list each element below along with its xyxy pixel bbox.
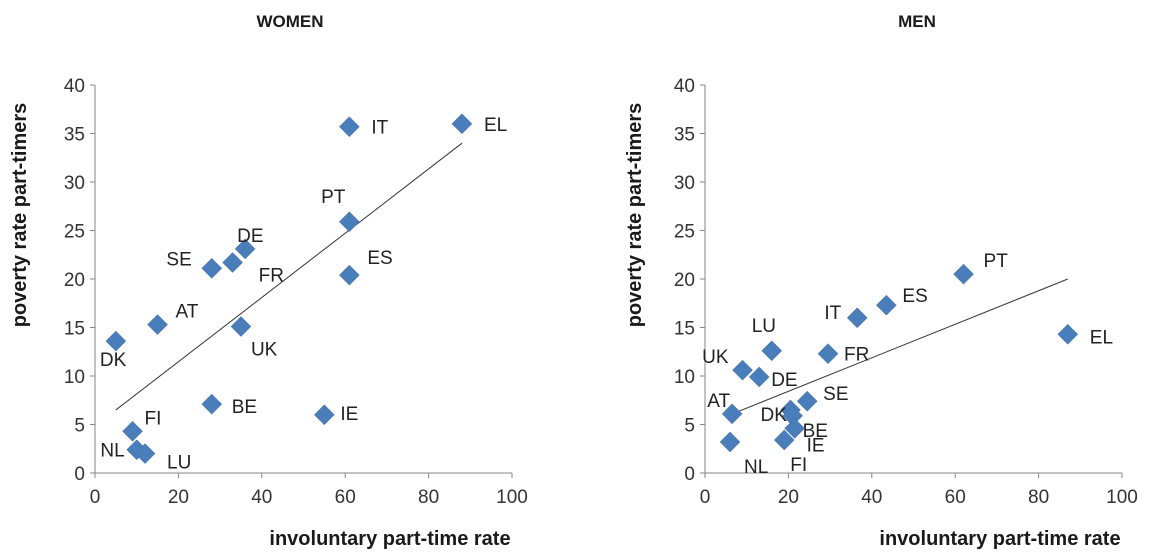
data-point-nl [719, 431, 741, 453]
point-label-be: BE [803, 421, 828, 442]
data-point-it [846, 307, 868, 329]
point-label-de: DE [237, 226, 263, 247]
data-point-uk [732, 359, 753, 381]
panel-title: MEN [898, 12, 936, 31]
y-tick-label: 20 [64, 270, 85, 291]
point-label-dk: DK [100, 350, 127, 371]
data-point-at [147, 314, 168, 335]
point-label-nl: NL [100, 441, 124, 462]
point-label-se: SE [166, 249, 191, 270]
y-tick-label: 25 [64, 222, 85, 243]
point-label-es: ES [902, 286, 927, 307]
point-label-de: DE [771, 370, 797, 391]
point-label-ie: IE [340, 404, 358, 425]
data-point-lu [761, 340, 783, 362]
data-point-pt [339, 211, 360, 233]
men-panel: MEN poverty rate part-timers involuntary… [624, 12, 1138, 550]
point-label-lu: LU [167, 453, 191, 474]
x-tick-label: 80 [1028, 487, 1049, 508]
trendline [115, 142, 463, 411]
panel-title: WOMEN [256, 12, 323, 31]
point-label-se: SE [823, 384, 848, 405]
y-tick-label: 30 [64, 173, 85, 194]
x-tick-label: 80 [418, 487, 439, 508]
data-point-it [339, 116, 360, 138]
point-label-lu: LU [752, 316, 776, 337]
data-point-uk [230, 316, 252, 337]
point-label-ie: IE [807, 435, 825, 456]
data-point-pt [953, 263, 974, 285]
x-tick-label: 100 [1106, 487, 1138, 508]
point-label-el: EL [484, 115, 507, 136]
point-label-fi: FI [790, 455, 807, 476]
data-point-lu [134, 443, 156, 464]
point-label-uk: UK [251, 340, 278, 361]
point-label-uk: UK [702, 347, 729, 368]
point-label-el: EL [1090, 327, 1113, 348]
x-tick-label: 40 [861, 487, 882, 508]
data-point-el [451, 113, 473, 135]
y-tick-label: 0 [684, 464, 695, 485]
point-label-pt: PT [984, 251, 1009, 272]
point-label-es: ES [367, 248, 392, 269]
data-point-fr [817, 343, 839, 365]
point-label-at: AT [707, 391, 730, 412]
y-tick-label: 30 [674, 173, 695, 194]
y-tick-label: 5 [684, 416, 695, 437]
y-tick-label: 10 [674, 367, 695, 388]
point-label-at: AT [176, 302, 199, 323]
data-point-dk [105, 330, 127, 352]
data-point-ie [784, 418, 806, 439]
point-label-fi: FI [145, 408, 162, 429]
data-point-fi [122, 420, 143, 442]
data-point-es [876, 294, 897, 316]
x-tick-label: 20 [168, 487, 189, 508]
y-tick-label: 5 [74, 416, 85, 437]
point-label-dk: DK [760, 405, 787, 426]
data-point-be [201, 393, 223, 415]
point-label-it: IT [824, 303, 841, 324]
y-tick-label: 40 [64, 76, 85, 97]
x-axis-label: involuntary part-time rate [269, 528, 510, 550]
data-point-at [721, 403, 743, 425]
y-axis-label: poverty rate part-timers [9, 103, 31, 328]
x-tick-label: 40 [251, 487, 272, 508]
data-point-es [339, 264, 360, 286]
y-tick-label: 25 [674, 222, 695, 243]
point-label-it: IT [371, 118, 388, 139]
y-tick-label: 15 [674, 319, 695, 340]
point-label-be: BE [232, 397, 257, 418]
point-label-pt: PT [321, 187, 346, 208]
data-point-se [796, 390, 818, 412]
x-tick-label: 100 [496, 487, 528, 508]
data-point-ie [313, 404, 335, 426]
y-tick-label: 35 [64, 125, 85, 146]
data-point-fi [773, 429, 795, 451]
point-label-nl: NL [744, 457, 768, 478]
data-point-fr [222, 252, 243, 273]
point-label-fr: FR [844, 345, 869, 366]
y-axis-label: poverty rate part-timers [624, 103, 646, 328]
data-point-el [1057, 323, 1079, 345]
x-tick-label: 0 [90, 487, 101, 508]
x-tick-label: 60 [335, 487, 356, 508]
y-tick-label: 10 [64, 367, 85, 388]
y-tick-label: 15 [64, 319, 85, 340]
y-tick-label: 0 [74, 464, 85, 485]
x-axis-label: involuntary part-time rate [879, 528, 1120, 550]
x-tick-label: 20 [778, 487, 799, 508]
y-tick-label: 40 [674, 76, 695, 97]
x-tick-label: 0 [700, 487, 711, 508]
x-tick-label: 60 [945, 487, 966, 508]
data-point-se [201, 257, 223, 279]
y-tick-label: 35 [674, 125, 695, 146]
y-tick-label: 20 [674, 270, 695, 291]
point-label-fr: FR [259, 266, 284, 287]
trendline [729, 278, 1068, 416]
data-point-de [234, 238, 256, 260]
women-panel: WOMEN poverty rate part-timers involunta… [9, 12, 528, 550]
data-point-de [748, 366, 770, 388]
